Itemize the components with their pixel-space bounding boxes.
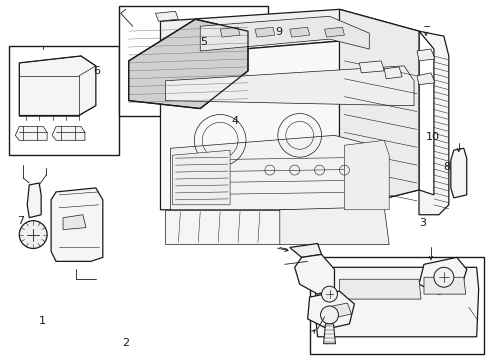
Polygon shape xyxy=(294,255,335,294)
Polygon shape xyxy=(340,9,419,210)
Polygon shape xyxy=(424,277,466,294)
Polygon shape xyxy=(280,207,389,244)
Polygon shape xyxy=(51,188,103,261)
Bar xyxy=(9,46,119,155)
Polygon shape xyxy=(166,66,414,105)
Polygon shape xyxy=(359,61,384,73)
Bar xyxy=(119,6,268,116)
Polygon shape xyxy=(171,135,384,210)
Polygon shape xyxy=(172,150,230,205)
Circle shape xyxy=(19,221,47,248)
Text: 4: 4 xyxy=(232,116,239,126)
Polygon shape xyxy=(324,27,344,37)
Polygon shape xyxy=(419,257,467,294)
Text: 1: 1 xyxy=(39,316,46,326)
Polygon shape xyxy=(417,73,435,85)
Text: 5: 5 xyxy=(200,37,207,48)
Circle shape xyxy=(321,286,338,302)
Polygon shape xyxy=(155,11,178,21)
Bar xyxy=(310,257,484,354)
Text: 10: 10 xyxy=(426,132,440,142)
Polygon shape xyxy=(327,303,351,319)
Polygon shape xyxy=(27,183,41,218)
Text: 7: 7 xyxy=(17,216,24,226)
Text: 3: 3 xyxy=(419,218,426,228)
Circle shape xyxy=(320,306,339,324)
Text: 9: 9 xyxy=(275,27,283,37)
Polygon shape xyxy=(384,67,402,79)
Circle shape xyxy=(434,267,454,287)
Polygon shape xyxy=(166,210,280,244)
Polygon shape xyxy=(323,324,336,344)
Polygon shape xyxy=(19,56,96,116)
Polygon shape xyxy=(161,41,419,210)
Polygon shape xyxy=(290,243,321,257)
Polygon shape xyxy=(419,31,449,215)
Polygon shape xyxy=(129,19,248,109)
Polygon shape xyxy=(52,126,85,140)
Polygon shape xyxy=(290,27,310,37)
Polygon shape xyxy=(316,267,479,337)
Polygon shape xyxy=(200,16,369,51)
Polygon shape xyxy=(308,291,354,329)
Polygon shape xyxy=(161,9,419,56)
Polygon shape xyxy=(340,279,421,299)
Text: 2: 2 xyxy=(122,338,129,347)
Polygon shape xyxy=(63,215,86,230)
Polygon shape xyxy=(417,49,435,61)
Polygon shape xyxy=(255,27,275,37)
Polygon shape xyxy=(451,148,467,198)
Polygon shape xyxy=(15,126,47,140)
Polygon shape xyxy=(344,140,389,210)
Polygon shape xyxy=(220,27,240,37)
Text: 8: 8 xyxy=(443,162,451,172)
Text: 6: 6 xyxy=(93,66,100,76)
